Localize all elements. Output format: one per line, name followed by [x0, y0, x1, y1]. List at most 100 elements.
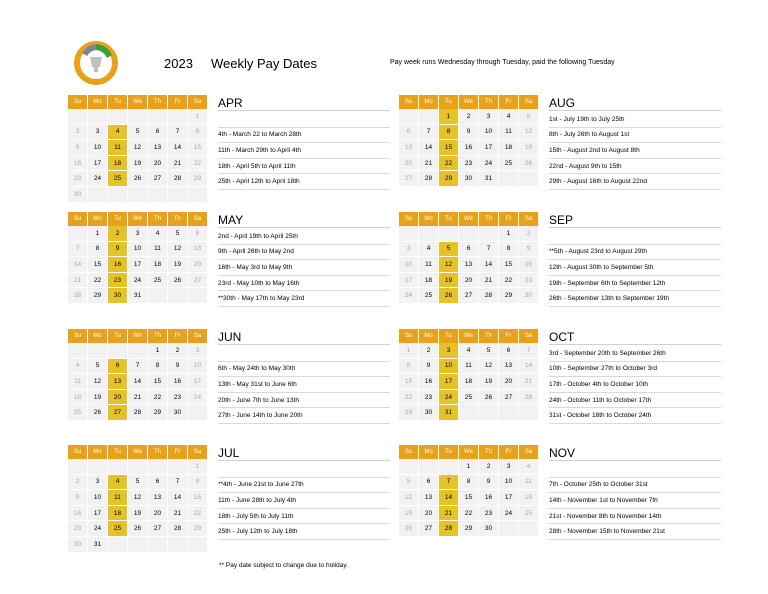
weekday-header: Su Mo Tu We Th Fr Sa — [68, 212, 208, 226]
day-cell: 10 — [499, 474, 519, 491]
day-cell: 24 — [479, 155, 499, 172]
day-cell: 20 — [148, 155, 168, 172]
calendar-week: 1 — [68, 109, 208, 125]
empty-day-cell — [88, 459, 108, 475]
empty-day-cell — [499, 405, 519, 421]
day-cell: 19 — [128, 155, 148, 172]
mini-calendar: Su Mo Tu We Th Fr Sa 1 2 3 4 5 6 7 8 9 10 11 12 13 14 15 16 17 1… — [399, 212, 539, 304]
pay-day-cell: 25 — [108, 171, 128, 187]
month-aug: Su Mo Tu We Th Fr Sa 1 2 3 4 5 6 7 8 9 10 11 12 13 14 15 16 17 1… — [399, 95, 721, 205]
day-cell: 18 — [459, 374, 479, 390]
weekday-label: Fr — [168, 445, 188, 459]
pay-period-list: **5th - August 23rd to August 29th 12th -… — [549, 229, 721, 307]
day-cell: 21 — [168, 505, 188, 522]
pay-period-line: 28th - November 15th to November 21st — [549, 524, 721, 540]
day-cell: 13 — [399, 140, 419, 156]
weekday-label: Fr — [499, 212, 519, 226]
day-cell: 19 — [88, 389, 108, 406]
day-cell: 15 — [459, 490, 479, 506]
day-cell: 23 — [479, 505, 499, 522]
pay-day-cell: 5 — [439, 241, 459, 258]
pay-day-cell: 9 — [108, 241, 128, 258]
day-cell: 11 — [148, 241, 168, 258]
page-subtitle: Pay week runs Wednesday through Tuesday,… — [390, 59, 615, 66]
pay-day-cell: 4 — [108, 124, 128, 141]
day-cell: 23 — [519, 272, 539, 289]
day-cell: 23 — [68, 521, 88, 537]
weekday-label: Mo — [88, 329, 108, 343]
day-cell: 24 — [88, 171, 108, 187]
day-cell: 4 — [459, 343, 479, 359]
weekday-label: Tu — [439, 329, 459, 343]
day-cell: 17 — [88, 155, 108, 172]
calendar-week: 1 — [68, 459, 208, 475]
pay-day-cell: 19 — [439, 272, 459, 289]
weekday-label: Tu — [108, 445, 128, 459]
pay-period-line: 18th - April 5th to April 11th — [218, 159, 390, 175]
weekday-label: Mo — [88, 212, 108, 226]
day-cell: 29 — [459, 521, 479, 537]
empty-day-cell — [459, 405, 479, 421]
day-cell: 14 — [519, 358, 539, 375]
empty-day-cell — [148, 109, 168, 125]
pay-period-line: 9th - April 26th to May 2nd — [218, 245, 390, 261]
weekday-label: We — [459, 329, 479, 343]
weekday-label: Sa — [519, 329, 539, 343]
day-cell: 5 — [519, 109, 539, 125]
weekday-label: Sa — [188, 95, 208, 109]
day-cell: 26 — [128, 521, 148, 537]
empty-day-cell — [439, 226, 459, 242]
day-cell: 30 — [68, 536, 88, 553]
day-cell: 28 — [68, 288, 88, 304]
day-cell: 6 — [419, 474, 439, 491]
calendar-week: 24 25 26 27 28 29 30 — [399, 288, 539, 304]
month-name: SEP — [549, 213, 721, 228]
empty-day-cell — [168, 109, 188, 125]
day-cell: 6 — [148, 474, 168, 491]
day-cell: 16 — [519, 257, 539, 273]
day-cell: 31 — [128, 288, 148, 304]
pay-day-cell: 17 — [439, 374, 459, 390]
company-logo — [72, 39, 120, 87]
day-cell: 5 — [399, 474, 419, 491]
pay-period-line: **4th - June 21st to June 27th — [218, 478, 390, 494]
day-cell: 24 — [188, 389, 208, 406]
day-cell: 11 — [459, 358, 479, 375]
weekday-header: Su Mo Tu We Th Fr Sa — [68, 329, 208, 343]
day-cell: 2 — [68, 474, 88, 491]
day-cell: 17 — [128, 257, 148, 273]
day-cell: 5 — [479, 343, 499, 359]
day-cell: 27 — [399, 171, 419, 187]
day-cell: 1 — [148, 343, 168, 359]
day-cell: 11 — [68, 374, 88, 390]
pay-day-cell: 30 — [108, 288, 128, 304]
pay-day-cell: 16 — [108, 257, 128, 273]
pay-period-line: **30th - May 17th to May 23rd — [218, 291, 390, 307]
day-cell: 20 — [419, 505, 439, 522]
day-cell: 27 — [499, 389, 519, 406]
month-nov: Su Mo Tu We Th Fr Sa 1 2 3 4 5 6 7 8 9 10 11 12 13 14 15 16 17 1… — [399, 445, 721, 555]
day-cell: 6 — [148, 124, 168, 141]
empty-day-cell — [148, 459, 168, 475]
pay-day-cell: 23 — [108, 272, 128, 289]
pay-period-line: 6th - May 24th to May 30th — [218, 362, 390, 378]
day-cell: 14 — [168, 490, 188, 506]
empty-day-cell — [128, 186, 148, 203]
pay-period-line: 14th - November 1st to November 7th — [549, 493, 721, 509]
weekday-label: Mo — [419, 445, 439, 459]
calendar-week: 9 10 11 12 13 14 15 — [68, 140, 208, 156]
day-cell: 25 — [148, 272, 168, 289]
month-apr: Su Mo Tu We Th Fr Sa 1 2 3 4 5 6 7 8 9 10 11 12 13 14 15 16 17 1… — [68, 95, 390, 205]
day-cell: 6 — [188, 226, 208, 242]
calendar-week: 5 6 7 8 9 10 11 — [399, 474, 539, 491]
day-cell: 1 — [499, 226, 519, 242]
day-cell: 25 — [459, 389, 479, 406]
day-cell: 11 — [499, 124, 519, 141]
pay-period-line: 31st - October 18th to October 24th — [549, 408, 721, 424]
day-cell: 7 — [68, 241, 88, 258]
pay-period-line — [218, 346, 390, 362]
empty-day-cell — [168, 288, 188, 304]
pay-period-line: 23rd - May 10th to May 16th — [218, 276, 390, 292]
